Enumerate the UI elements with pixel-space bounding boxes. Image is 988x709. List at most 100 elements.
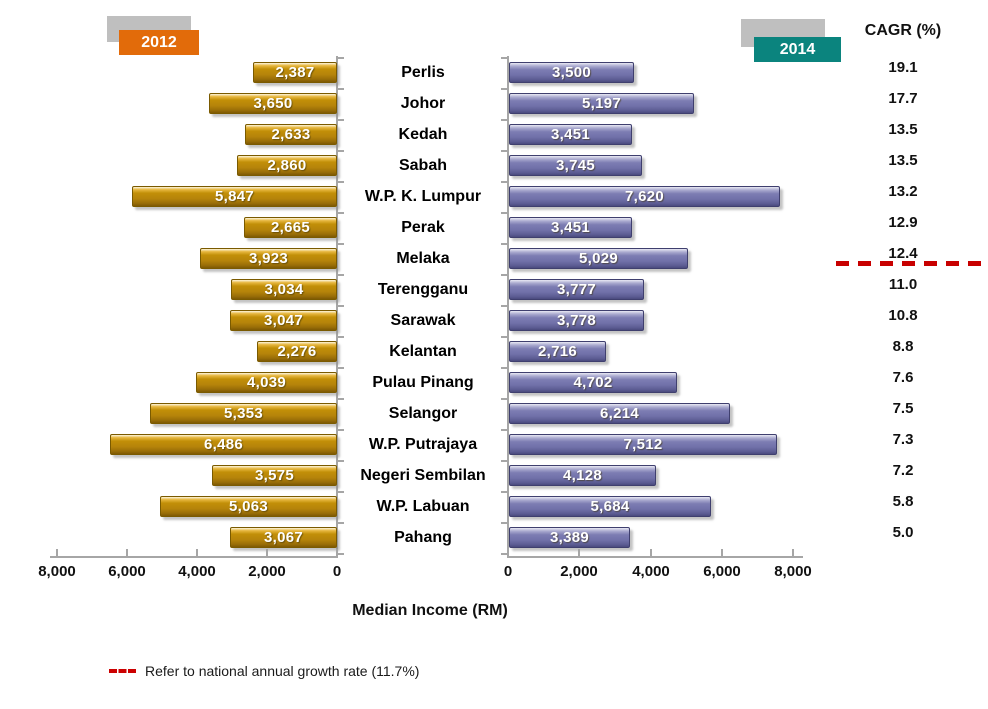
- x-tick-label-left: 6,000: [108, 563, 146, 580]
- cagr-column-header: CAGR (%): [864, 22, 942, 39]
- bar-value-2012: 5,847: [214, 188, 255, 205]
- cagr-value: 13.5: [888, 121, 918, 138]
- category-tick-right: [501, 429, 507, 431]
- bar-2014-1: 5,197: [509, 93, 694, 114]
- category-tick-left: [338, 491, 344, 493]
- category-label: Pahang: [394, 529, 452, 546]
- cagr-value: 7.3: [892, 431, 914, 448]
- x-tick-right: [792, 549, 794, 557]
- x-tick-label-right: 8,000: [774, 563, 812, 580]
- category-label: Perlis: [401, 64, 445, 81]
- bar-value-2014: 5,029: [578, 250, 619, 267]
- x-tick-left: [56, 549, 58, 557]
- bar-value-2012: 3,047: [263, 312, 304, 329]
- bar-value-2012: 5,063: [228, 498, 269, 515]
- legend-2012: 2012: [119, 30, 199, 55]
- left-chart-x-axis: [50, 556, 338, 558]
- x-tick-label-left: 0: [332, 563, 342, 580]
- bar-value-2012: 3,067: [263, 529, 304, 546]
- x-tick-left: [266, 549, 268, 557]
- bar-2014-3: 3,745: [509, 155, 642, 176]
- cagr-value: 10.8: [888, 307, 918, 324]
- bar-value-2014: 7,620: [624, 188, 665, 205]
- x-axis-title: Median Income (RM): [352, 602, 508, 619]
- bar-value-2014: 4,128: [562, 467, 603, 484]
- category-label: W.P. K. Lumpur: [364, 188, 482, 205]
- x-tick-right: [578, 549, 580, 557]
- category-label: Kelantan: [389, 343, 457, 360]
- cagr-value: 11.0: [888, 276, 918, 293]
- bar-value-2014: 6,214: [599, 405, 640, 422]
- bar-2012-5: 2,665: [244, 217, 337, 238]
- category-tick-right: [501, 398, 507, 400]
- bar-value-2014: 4,702: [573, 374, 613, 391]
- bar-2014-15: 3,389: [509, 527, 630, 548]
- category-tick-left: [338, 553, 344, 555]
- category-label: W.P. Labuan: [376, 498, 470, 515]
- category-tick-left: [338, 367, 344, 369]
- x-tick-label-right: 4,000: [632, 563, 670, 580]
- category-label: Negeri Sembilan: [360, 467, 486, 484]
- bar-value-2014: 3,745: [555, 157, 596, 174]
- bar-2014-0: 3,500: [509, 62, 634, 83]
- national-growth-reference-line: [836, 261, 988, 266]
- category-tick-left: [338, 119, 344, 121]
- footnote-text: Refer to national annual growth rate (11…: [145, 663, 420, 679]
- x-tick-label-left: 2,000: [248, 563, 286, 580]
- category-tick-right: [501, 243, 507, 245]
- bar-value-2014: 3,500: [551, 64, 592, 81]
- bar-value-2014: 3,778: [556, 312, 597, 329]
- category-tick-right: [501, 57, 507, 59]
- bar-value-2012: 3,923: [248, 250, 289, 267]
- bar-2014-8: 3,778: [509, 310, 644, 331]
- cagr-value: 13.5: [888, 152, 918, 169]
- category-tick-right: [501, 522, 507, 524]
- bar-2012-7: 3,034: [231, 279, 337, 300]
- cagr-value: 7.2: [892, 462, 914, 479]
- category-label: Melaka: [396, 250, 450, 267]
- x-tick-label-left: 4,000: [178, 563, 216, 580]
- x-tick-left: [196, 549, 198, 557]
- category-tick-right: [501, 305, 507, 307]
- category-label: Pulau Pinang: [372, 374, 474, 391]
- bar-value-2014: 2,716: [537, 343, 578, 360]
- bar-2014-14: 5,684: [509, 496, 711, 517]
- category-label: Perak: [401, 219, 445, 236]
- left-chart-value-axis: [336, 56, 338, 557]
- category-tick-right: [501, 553, 507, 555]
- category-tick-right: [501, 88, 507, 90]
- bar-2014-6: 5,029: [509, 248, 688, 269]
- category-tick-left: [338, 274, 344, 276]
- category-tick-left: [338, 460, 344, 462]
- category-tick-left: [338, 57, 344, 59]
- cagr-value: 5.0: [892, 524, 914, 541]
- bar-value-2012: 3,650: [253, 95, 293, 112]
- x-tick-right: [507, 549, 509, 557]
- category-tick-right: [501, 119, 507, 121]
- bar-2014-9: 2,716: [509, 341, 606, 362]
- bar-value-2012: 3,575: [254, 467, 295, 484]
- bar-2012-2: 2,633: [245, 124, 337, 145]
- category-tick-right: [501, 181, 507, 183]
- bar-2012-15: 3,067: [230, 527, 337, 548]
- category-tick-left: [338, 336, 344, 338]
- bar-value-2012: 2,860: [267, 157, 307, 174]
- cagr-value: 19.1: [888, 59, 918, 76]
- category-tick-right: [501, 336, 507, 338]
- cagr-value: 12.4: [888, 245, 918, 262]
- x-tick-right: [650, 549, 652, 557]
- category-tick-left: [338, 150, 344, 152]
- bar-value-2012: 5,353: [223, 405, 264, 422]
- right-chart-value-axis: [507, 56, 509, 557]
- category-label: Sabah: [398, 157, 447, 174]
- bar-value-2012: 3,034: [264, 281, 304, 298]
- legend-2014: 2014: [754, 37, 841, 62]
- cagr-value: 7.6: [892, 369, 914, 386]
- x-tick-right: [721, 549, 723, 557]
- bar-2012-3: 2,860: [237, 155, 337, 176]
- bar-value-2014: 3,777: [556, 281, 597, 298]
- bar-2012-6: 3,923: [200, 248, 337, 269]
- category-label: Johor: [400, 95, 446, 112]
- category-tick-right: [501, 274, 507, 276]
